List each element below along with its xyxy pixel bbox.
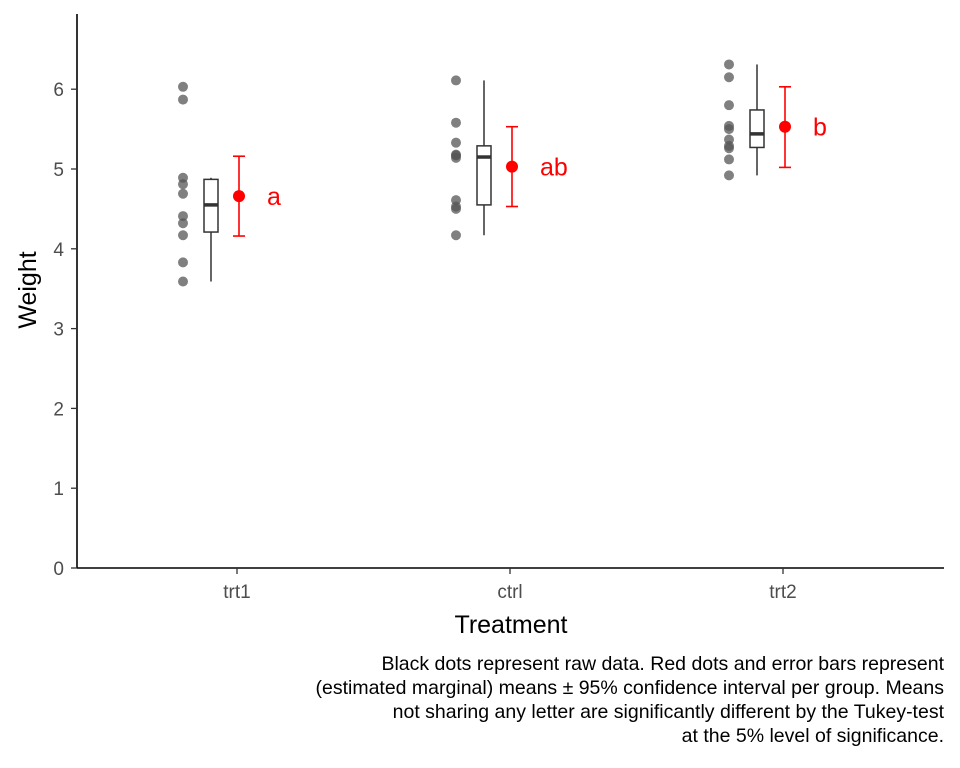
y-tick-label: 5 xyxy=(53,160,64,181)
significance-letter: a xyxy=(267,183,281,211)
raw-data-point xyxy=(451,75,461,86)
y-tick-label: 4 xyxy=(53,240,64,261)
raw-data-point xyxy=(724,154,734,165)
boxplot-box xyxy=(749,109,765,149)
y-tick-label: 2 xyxy=(53,399,64,420)
raw-data-point xyxy=(451,201,461,212)
boxplot-box xyxy=(476,145,492,206)
raw-data-point xyxy=(724,100,734,111)
raw-data-point xyxy=(724,170,734,181)
x-tick-label: trt1 xyxy=(223,582,250,603)
mean-point xyxy=(506,160,518,173)
caption-line: Black dots represent raw data. Red dots … xyxy=(381,653,944,675)
raw-data-point xyxy=(451,230,461,241)
mean-point xyxy=(233,190,245,203)
y-axis-title: Weight xyxy=(14,251,42,328)
raw-data-point xyxy=(178,188,188,199)
raw-data-point xyxy=(178,218,188,229)
raw-data-point xyxy=(178,211,188,222)
raw-data-point xyxy=(178,257,188,268)
x-tick-label: trt2 xyxy=(769,582,796,603)
caption-line: not sharing any letter are significantly… xyxy=(392,701,944,723)
y-tick-label: 3 xyxy=(53,320,64,341)
raw-data-point xyxy=(451,117,461,128)
raw-data-point xyxy=(178,172,188,183)
caption-line: at the 5% level of significance. xyxy=(681,725,944,747)
raw-data-point xyxy=(178,94,188,105)
x-tick-label: ctrl xyxy=(497,582,522,603)
x-axis-title: Treatment xyxy=(454,611,567,639)
mean-point xyxy=(779,120,791,133)
raw-data-point xyxy=(724,143,734,154)
raw-data-point xyxy=(724,72,734,83)
y-tick-label: 6 xyxy=(53,80,64,101)
raw-data-point xyxy=(724,59,734,70)
y-tick-label: 0 xyxy=(53,559,64,580)
raw-data-point xyxy=(724,124,734,135)
raw-data-point xyxy=(451,137,461,148)
raw-data-point xyxy=(178,230,188,241)
caption-line: (estimated marginal) means ± 95% confide… xyxy=(315,677,944,699)
raw-data-point xyxy=(178,276,188,287)
raw-data-point xyxy=(178,81,188,92)
significance-letter: b xyxy=(813,114,827,142)
raw-data-point xyxy=(451,152,461,163)
chart-caption: Black dots represent raw data. Red dots … xyxy=(184,652,944,748)
significance-letter: ab xyxy=(540,154,568,182)
y-tick-label: 1 xyxy=(53,479,64,500)
